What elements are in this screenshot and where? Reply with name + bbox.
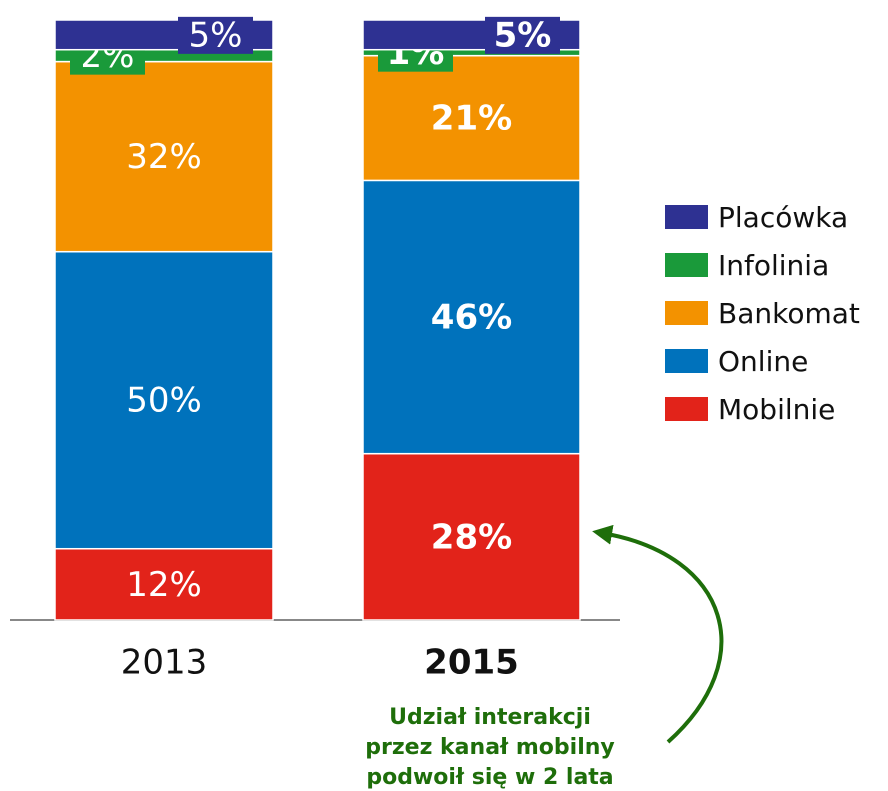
bar-segment — [362, 179, 581, 455]
legend-swatch — [665, 253, 708, 277]
value-label: 12% — [126, 565, 202, 605]
annotation: przez kanał mobilny — [365, 735, 614, 760]
legend-swatch — [665, 301, 708, 325]
value-label: 46% — [431, 298, 512, 338]
value-label: 28% — [431, 517, 512, 557]
legend-label: Online — [718, 345, 808, 378]
x-tick-label: 2015 — [424, 643, 519, 683]
value-label: 50% — [126, 381, 202, 421]
legend-label: Mobilnie — [718, 393, 835, 426]
value-label: 5% — [494, 15, 552, 55]
legend-label: Placówka — [718, 201, 848, 234]
legend-label: Bankomat — [718, 297, 860, 330]
value-label: 5% — [189, 15, 243, 55]
annotation-arrow — [592, 524, 724, 744]
legend-label: Infolinia — [718, 249, 829, 282]
bar-segment — [54, 250, 274, 550]
bar-segment — [362, 452, 581, 621]
bar-segment — [54, 547, 274, 621]
legend-swatch — [665, 205, 708, 229]
value-label: 32% — [126, 137, 202, 177]
bar-segment — [54, 60, 274, 253]
label-box — [178, 16, 253, 54]
annotation: Udział interakcji — [389, 705, 591, 730]
annotation: podwoił się w 2 lata — [366, 765, 613, 790]
legend-swatch — [665, 397, 708, 421]
value-label: 21% — [431, 99, 512, 139]
legend-swatch — [665, 349, 708, 373]
x-tick-label: 2013 — [121, 643, 208, 683]
label-box — [485, 16, 560, 54]
bar-segment — [362, 54, 581, 182]
